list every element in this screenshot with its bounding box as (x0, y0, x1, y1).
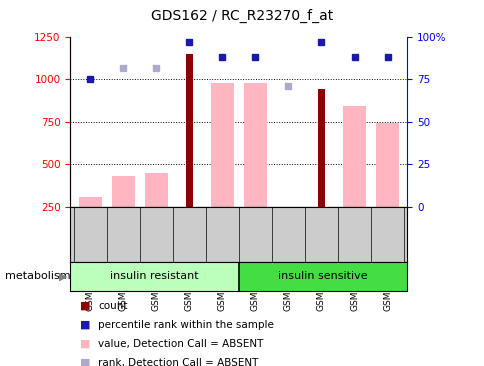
Text: ■: ■ (80, 339, 91, 349)
Text: ▶: ▶ (59, 271, 68, 281)
Bar (317, 89, 324, 207)
Text: ■: ■ (80, 358, 91, 366)
Text: insulin sensitive: insulin sensitive (278, 271, 367, 281)
Bar (211, 83, 233, 207)
Bar (375, 123, 398, 207)
Bar (239, 262, 407, 291)
Text: count: count (98, 300, 128, 311)
Text: ■: ■ (80, 320, 91, 330)
Bar (70, 262, 238, 291)
Bar (185, 53, 193, 207)
Bar (243, 83, 266, 207)
Text: insulin resistant: insulin resistant (110, 271, 198, 281)
Text: percentile rank within the sample: percentile rank within the sample (98, 320, 274, 330)
Text: value, Detection Call = ABSENT: value, Detection Call = ABSENT (98, 339, 263, 349)
Text: ■: ■ (80, 300, 91, 311)
Text: GDS162 / RC_R23270_f_at: GDS162 / RC_R23270_f_at (151, 9, 333, 23)
Bar (144, 173, 167, 207)
Bar (342, 107, 365, 207)
Text: rank, Detection Call = ABSENT: rank, Detection Call = ABSENT (98, 358, 258, 366)
Bar (111, 176, 135, 207)
Text: metabolism: metabolism (5, 271, 70, 281)
Bar (78, 197, 102, 207)
